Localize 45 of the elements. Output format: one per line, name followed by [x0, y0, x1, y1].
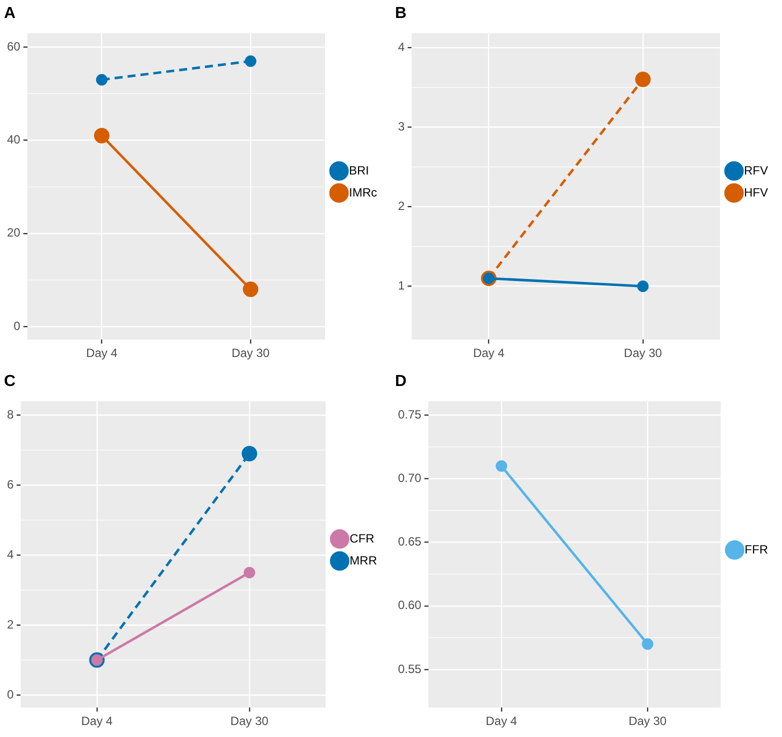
legend-label: RFV — [744, 163, 768, 178]
y-tick-label: 4 — [398, 40, 405, 54]
point — [94, 128, 110, 144]
chart-title: D — [395, 373, 407, 390]
y-tick-label: 0.60 — [398, 598, 422, 612]
y-tick-label: 0.55 — [398, 662, 422, 676]
y-tick-label: 40 — [6, 132, 21, 147]
point — [96, 74, 108, 86]
y-tick-label: 2 — [6, 617, 14, 632]
x-tick-label: Day 30 — [624, 346, 662, 360]
point — [635, 72, 651, 88]
legend-label: HFV — [744, 185, 768, 200]
y-tick-label: 0.65 — [398, 534, 422, 549]
y-tick-label: 8 — [6, 408, 14, 422]
y-tick-label: 3 — [398, 119, 405, 134]
y-tick-label: 4 — [6, 547, 14, 562]
point — [637, 280, 649, 292]
y-tick-label: 0 — [14, 318, 21, 333]
x-tick-label: Day 4 — [473, 346, 505, 360]
x-tick-label: Day 4 — [81, 714, 113, 728]
y-tick-label: 6 — [6, 477, 14, 492]
point — [244, 566, 256, 578]
y-tick-label: 0 — [6, 687, 14, 702]
chart-title: C — [4, 373, 16, 390]
y-tick-label: 0.75 — [398, 408, 422, 422]
x-tick-label: Day 30 — [232, 346, 270, 360]
x-tick-label: Day 30 — [230, 714, 269, 728]
y-tick-label: 60 — [6, 39, 21, 54]
y-tick-label: 1 — [398, 278, 405, 293]
chart-title: B — [395, 5, 407, 22]
legend-label: FFR — [744, 542, 768, 556]
point — [242, 446, 258, 462]
legend-label: IMRc — [349, 185, 378, 200]
chart-title: A — [4, 5, 16, 22]
y-tick-label: 0.70 — [398, 471, 422, 486]
legend-label: CFR — [350, 531, 375, 546]
legend-label: MRR — [350, 553, 378, 568]
x-tick-label: Day 30 — [628, 714, 667, 728]
point — [242, 282, 258, 298]
y-tick-label: 20 — [6, 226, 21, 240]
point — [244, 55, 256, 67]
x-tick-label: Day 4 — [486, 714, 518, 728]
x-tick-label: Day 4 — [86, 346, 118, 360]
legend-label: BRI — [349, 163, 370, 178]
y-tick-label: 2 — [398, 199, 405, 214]
